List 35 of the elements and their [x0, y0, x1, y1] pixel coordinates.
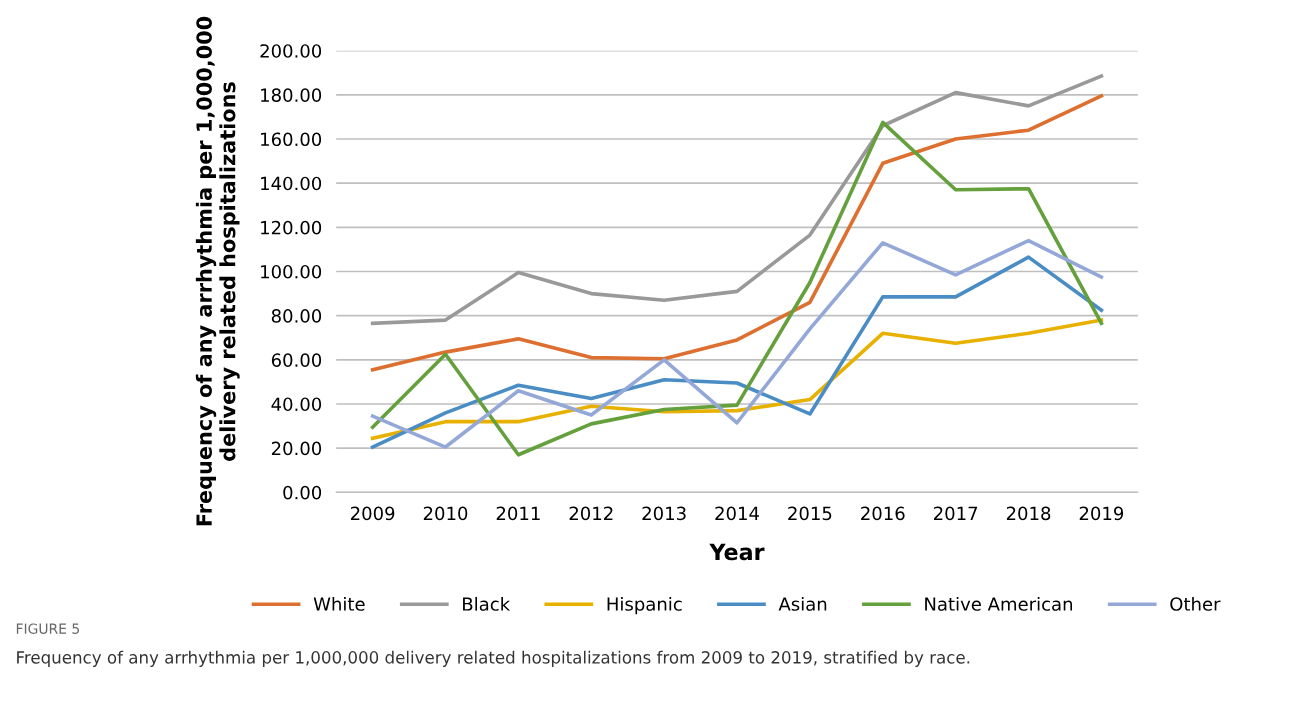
legend-label: Asian [778, 596, 827, 611]
y-tick-label: 120.00 [261, 220, 322, 235]
legend-label: White [313, 596, 365, 611]
y-tick-label: 160.00 [261, 132, 322, 147]
y-tick-label: 180.00 [261, 88, 322, 102]
x-axis-title: Year [709, 543, 765, 561]
x-tick-label: 2016 [861, 506, 905, 521]
text: Frequency of any arrhythmia per 1,000,000 delivery related hospitalizations from 2009 to 2019, stratified by race. [17, 650, 970, 667]
x-tick-label: 2011 [496, 506, 540, 521]
x-tick-label: 2015 [788, 506, 832, 521]
legend-label: Other [1170, 596, 1221, 611]
y-tick-label: 140.00 [261, 176, 322, 191]
y-tick-label: 200.00 [260, 44, 322, 58]
x-tick-label: 2012 [569, 506, 613, 521]
y-tick-label: 60.00 [271, 353, 322, 367]
x-tick-label: 2018 [1006, 506, 1051, 521]
x-tick-label: 2014 [715, 506, 759, 521]
line-series [370, 94, 1104, 372]
y-tick-label: 80.00 [271, 309, 322, 323]
y-tick-label: 0.00 [283, 485, 322, 500]
line-series [370, 120, 1104, 457]
y-axis-title: Frequency of any arrhythmia per 1,000,000 delivery related hospitalizations [195, 16, 240, 526]
x-tick-label: 2010 [423, 506, 468, 521]
legend-label: Native American [925, 596, 1073, 611]
caption: FIGURE 5 [16, 623, 79, 634]
y-tick-label: 40.00 [271, 397, 322, 412]
x-tick-label: 2019 [1079, 506, 1124, 521]
x-tick-label: 2013 [642, 506, 686, 521]
y-tick-label: 20.00 [271, 441, 322, 456]
y-tick-label: 100.00 [261, 264, 322, 279]
legend-label: Black [463, 596, 511, 611]
legend-label: Hispanic [607, 596, 682, 615]
line-series [370, 74, 1104, 326]
x-tick-label: 2009 [350, 506, 395, 521]
x-tick-label: 2017 [933, 506, 978, 521]
